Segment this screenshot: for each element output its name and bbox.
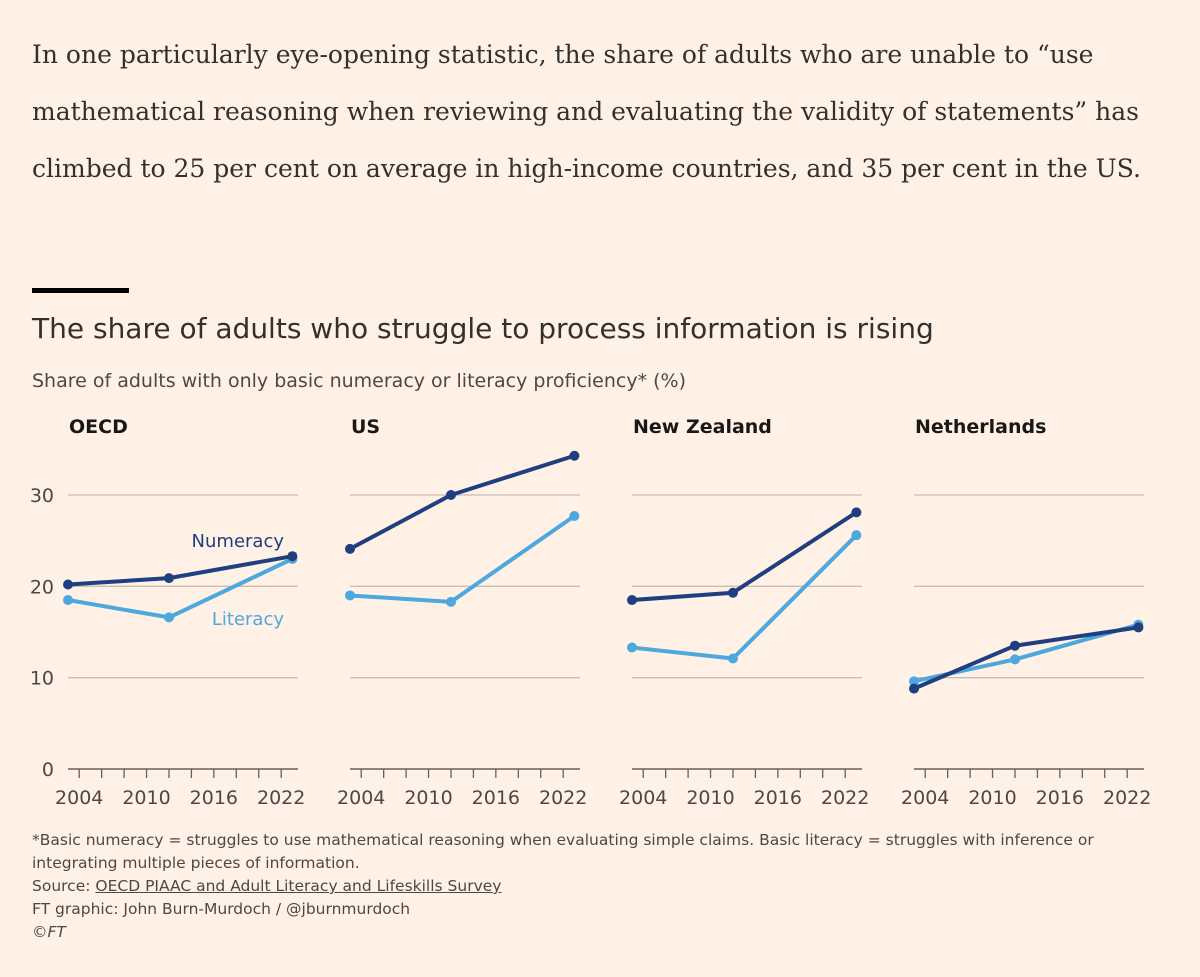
data-point-literacy [727, 653, 738, 664]
x-tick-label: 2016 [472, 787, 520, 809]
panel-title: US [351, 416, 380, 438]
data-point-numeracy [851, 507, 862, 518]
data-point-literacy [163, 612, 174, 623]
literacy-label: Literacy [212, 609, 284, 630]
line-numeracy [349, 453, 575, 551]
article-paragraph: In one particularly eye-opening statisti… [32, 40, 1141, 183]
data-point-numeracy [287, 551, 298, 562]
data-point-numeracy [1133, 622, 1144, 633]
chart-subtitle: Share of adults with only basic numeracy… [32, 370, 687, 392]
y-tick-label: 30 [30, 485, 54, 507]
x-tick-label: 2022 [257, 787, 305, 809]
copyright: ©FT [32, 923, 66, 941]
data-point-literacy [569, 511, 580, 522]
data-point-numeracy [727, 587, 738, 598]
panel-us: US 2004 2010 2016 2022 [337, 416, 587, 809]
data-point-numeracy [569, 450, 580, 461]
panel-title: OECD [69, 416, 128, 438]
line-numeracy [67, 554, 293, 587]
credit: FT graphic: John Burn-Murdoch / @jburnmu… [32, 900, 411, 918]
x-tick-label: 2010 [686, 787, 734, 809]
numeracy-label: Numeracy [192, 531, 285, 552]
x-tick-label: 2022 [1103, 787, 1151, 809]
x-tick-label: 2004 [337, 787, 385, 809]
panel-new-zealand: New Zealand 2004 2010 2016 2022 [619, 416, 869, 809]
data-point-numeracy [627, 595, 637, 606]
panel-netherlands: Netherlands 2004 2010 2016 2022 [901, 416, 1151, 809]
data-point-numeracy [345, 543, 355, 554]
data-point-literacy [909, 676, 919, 687]
y-tick-label: 10 [30, 668, 54, 690]
x-tick-label: 2010 [404, 787, 452, 809]
data-point-numeracy [63, 579, 73, 590]
x-tick-label: 2004 [901, 787, 949, 809]
data-point-literacy [851, 530, 862, 541]
x-tick-label: 2022 [821, 787, 869, 809]
x-tick-label: 2016 [1036, 787, 1084, 809]
data-point-numeracy [1009, 640, 1020, 651]
small-multiples-chart: OECD 0 10 20 30 2004 2010 2016 2022 Numeracy Liter… [30, 416, 1152, 809]
panel-title: Netherlands [915, 416, 1046, 438]
x-tick-label: 2016 [754, 787, 802, 809]
y-tick-label: 20 [30, 576, 54, 598]
y-tick-label: 0 [42, 759, 54, 781]
data-point-numeracy [163, 573, 174, 584]
data-point-literacy [445, 596, 456, 607]
source-line: Source: OECD PIAAC and Adult Literacy an… [32, 875, 1172, 898]
data-point-numeracy [445, 490, 456, 500]
panel-oecd: OECD 0 10 20 30 2004 2010 2016 2022 Numeracy Liter… [30, 416, 306, 809]
data-point-literacy [627, 642, 637, 653]
x-tick-label: 2010 [968, 787, 1016, 809]
x-tick-label: 2022 [539, 787, 587, 809]
x-tick-label: 2010 [122, 787, 170, 809]
footnote: *Basic numeracy = struggles to use mathe… [32, 831, 1094, 872]
x-tick-label: 2016 [190, 787, 238, 809]
chart-title: The share of adults who struggle to proc… [32, 312, 934, 345]
x-tick-label: 2004 [55, 787, 103, 809]
x-tick-label: 2004 [619, 787, 667, 809]
data-point-literacy [63, 595, 73, 606]
source-prefix: Source: [32, 877, 96, 895]
source-link[interactable]: OECD PIAAC and Adult Literacy and Lifesk… [95, 877, 502, 895]
chart-header-rule [32, 288, 129, 293]
data-point-literacy [1009, 654, 1020, 665]
data-point-literacy [345, 590, 355, 601]
panel-title: New Zealand [633, 416, 772, 438]
chart-footer: *Basic numeracy = struggles to use mathe… [32, 829, 1172, 944]
data-point-numeracy [909, 683, 919, 694]
